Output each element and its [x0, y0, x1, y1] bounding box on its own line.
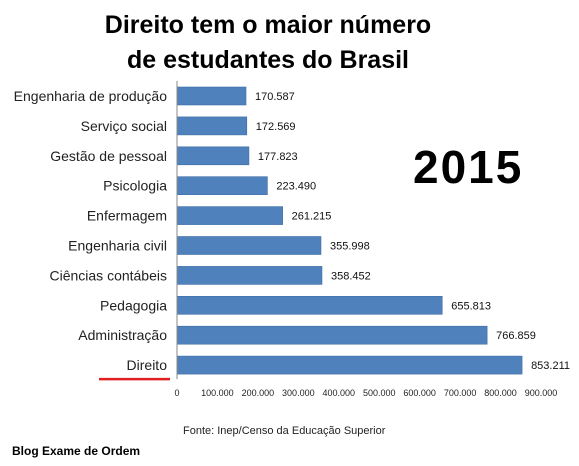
bar-engenharia-de-producao: [176, 86, 247, 106]
value-label-direito: 853.211: [531, 360, 570, 372]
x-tick-label: 200.000: [242, 388, 275, 398]
category-label-servico-social: Serviço social: [81, 118, 167, 134]
value-label-ciencias-contabeis: 358.452: [331, 270, 371, 282]
x-tick-label: 300.000: [282, 388, 315, 398]
category-label-ciencias-contabeis: Ciências contábeis: [49, 267, 167, 283]
bar-pedagogia: [176, 295, 443, 315]
value-label-psicologia: 223.490: [276, 181, 316, 193]
category-label-psicologia: Psicologia: [103, 178, 167, 194]
bar-group: [176, 86, 523, 375]
value-labels: 170.587 172.569 177.823 223.490 261.215 355.9…: [255, 91, 570, 372]
category-label-engenharia-de-producao: Engenharia de produção: [14, 88, 168, 104]
category-label-gestao-de-pessoal: Gestão de pessoal: [50, 148, 167, 164]
value-label-administracao: 766.859: [496, 330, 536, 342]
x-tick-label: 100.000: [201, 388, 234, 398]
bar-administracao: [176, 325, 488, 345]
source-note: Fonte: Inep/Censo da Educação Superior: [183, 425, 386, 437]
x-axis: 0 100.000 200.000 300.000 400.000 500.000 600.…: [174, 81, 557, 398]
chart-title-line-1: Direito tem o maior número: [105, 11, 431, 39]
x-tick-label: 500.000: [363, 388, 396, 398]
category-label-engenharia-civil: Engenharia civil: [68, 238, 167, 254]
value-label-pedagogia: 655.813: [451, 300, 491, 312]
value-label-servico-social: 172.569: [256, 121, 296, 133]
x-tick-label: 700.000: [444, 388, 477, 398]
x-tick-label: 400.000: [323, 388, 356, 398]
value-label-enfermagem: 261.215: [292, 211, 332, 223]
value-label-gestao-de-pessoal: 177.823: [258, 151, 298, 163]
category-label-pedagogia: Pedagogia: [100, 297, 167, 313]
chart-title: Direito tem o maior número de estudantes…: [105, 11, 431, 74]
bar-servico-social: [176, 116, 248, 136]
x-tick-label: 800.000: [484, 388, 517, 398]
category-labels: Engenharia de produção Serviço social Gest…: [14, 88, 168, 373]
bar-direito: [176, 355, 523, 375]
value-label-engenharia-civil: 355.998: [330, 241, 370, 253]
bar-psicologia: [176, 176, 268, 195]
year-annotation: 2015: [413, 141, 523, 193]
category-label-direito: Direito: [127, 357, 168, 373]
chart-title-line-2: de estudantes do Brasil: [127, 46, 409, 74]
x-tick-label: 900.000: [525, 388, 558, 398]
bar-enfermagem: [176, 206, 283, 225]
bar-ciencias-contabeis: [176, 266, 323, 285]
bar-engenharia-civil: [176, 236, 322, 255]
category-label-enfermagem: Enfermagem: [87, 208, 167, 224]
x-tick-label: 0: [174, 388, 179, 398]
category-label-administracao: Administração: [78, 327, 167, 343]
x-tick-label: 600.000: [403, 388, 436, 398]
value-label-engenharia-de-producao: 170.587: [255, 91, 295, 103]
bar-gestao-de-pessoal: [176, 146, 250, 166]
blog-credit: Blog Exame de Ordem: [12, 444, 140, 458]
